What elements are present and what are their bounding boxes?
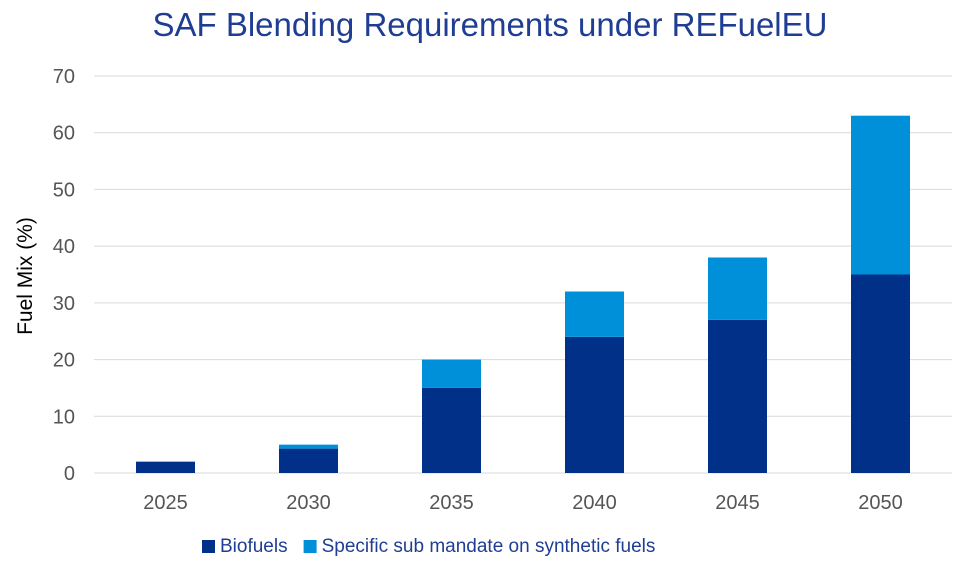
legend: Biofuels Specific sub mandate on syntheti…	[202, 536, 655, 557]
legend-label: Specific sub mandate on synthetic fuels	[322, 536, 656, 557]
bar-biofuels-2025	[136, 461, 195, 473]
x-tick-label: 2025	[143, 492, 188, 514]
y-tick-label: 60	[53, 123, 75, 145]
bars	[136, 115, 910, 473]
bar-biofuels-2030	[279, 448, 338, 473]
y-axis-ticks: 0 10 20 30 40 50 60 70	[53, 66, 75, 485]
bar-biofuels-2050	[851, 274, 910, 473]
x-tick-label: 2045	[715, 492, 760, 514]
chart-title: SAF Blending Requirements under REFuelEU	[152, 6, 827, 43]
y-tick-label: 10	[53, 406, 75, 428]
x-axis-ticks: 2025 2030 2035 2040 2045 2050	[143, 492, 903, 514]
y-tick-label: 30	[53, 293, 75, 315]
bar-synthetic-2040	[565, 291, 624, 337]
x-tick-label: 2030	[286, 492, 331, 514]
bar-synthetic-2045	[708, 257, 767, 320]
y-tick-label: 0	[64, 463, 75, 485]
bar-biofuels-2035	[422, 387, 481, 473]
x-tick-label: 2050	[858, 492, 903, 514]
y-tick-label: 40	[53, 236, 75, 258]
y-axis-label: Fuel Mix (%)	[14, 217, 37, 335]
x-tick-label: 2040	[572, 492, 617, 514]
x-tick-label: 2035	[429, 492, 474, 514]
gridlines	[94, 75, 952, 474]
legend-swatch	[202, 540, 215, 553]
y-tick-label: 50	[53, 179, 75, 201]
bar-synthetic-2050	[851, 115, 910, 275]
bar-biofuels-2045	[708, 319, 767, 473]
y-tick-label: 20	[53, 350, 75, 372]
bar-synthetic-2030	[279, 444, 338, 449]
legend-label: Biofuels	[220, 536, 288, 557]
bar-biofuels-2040	[565, 336, 624, 473]
legend-swatch	[303, 540, 317, 553]
y-tick-label: 70	[53, 66, 75, 88]
bar-synthetic-2035	[422, 359, 481, 388]
